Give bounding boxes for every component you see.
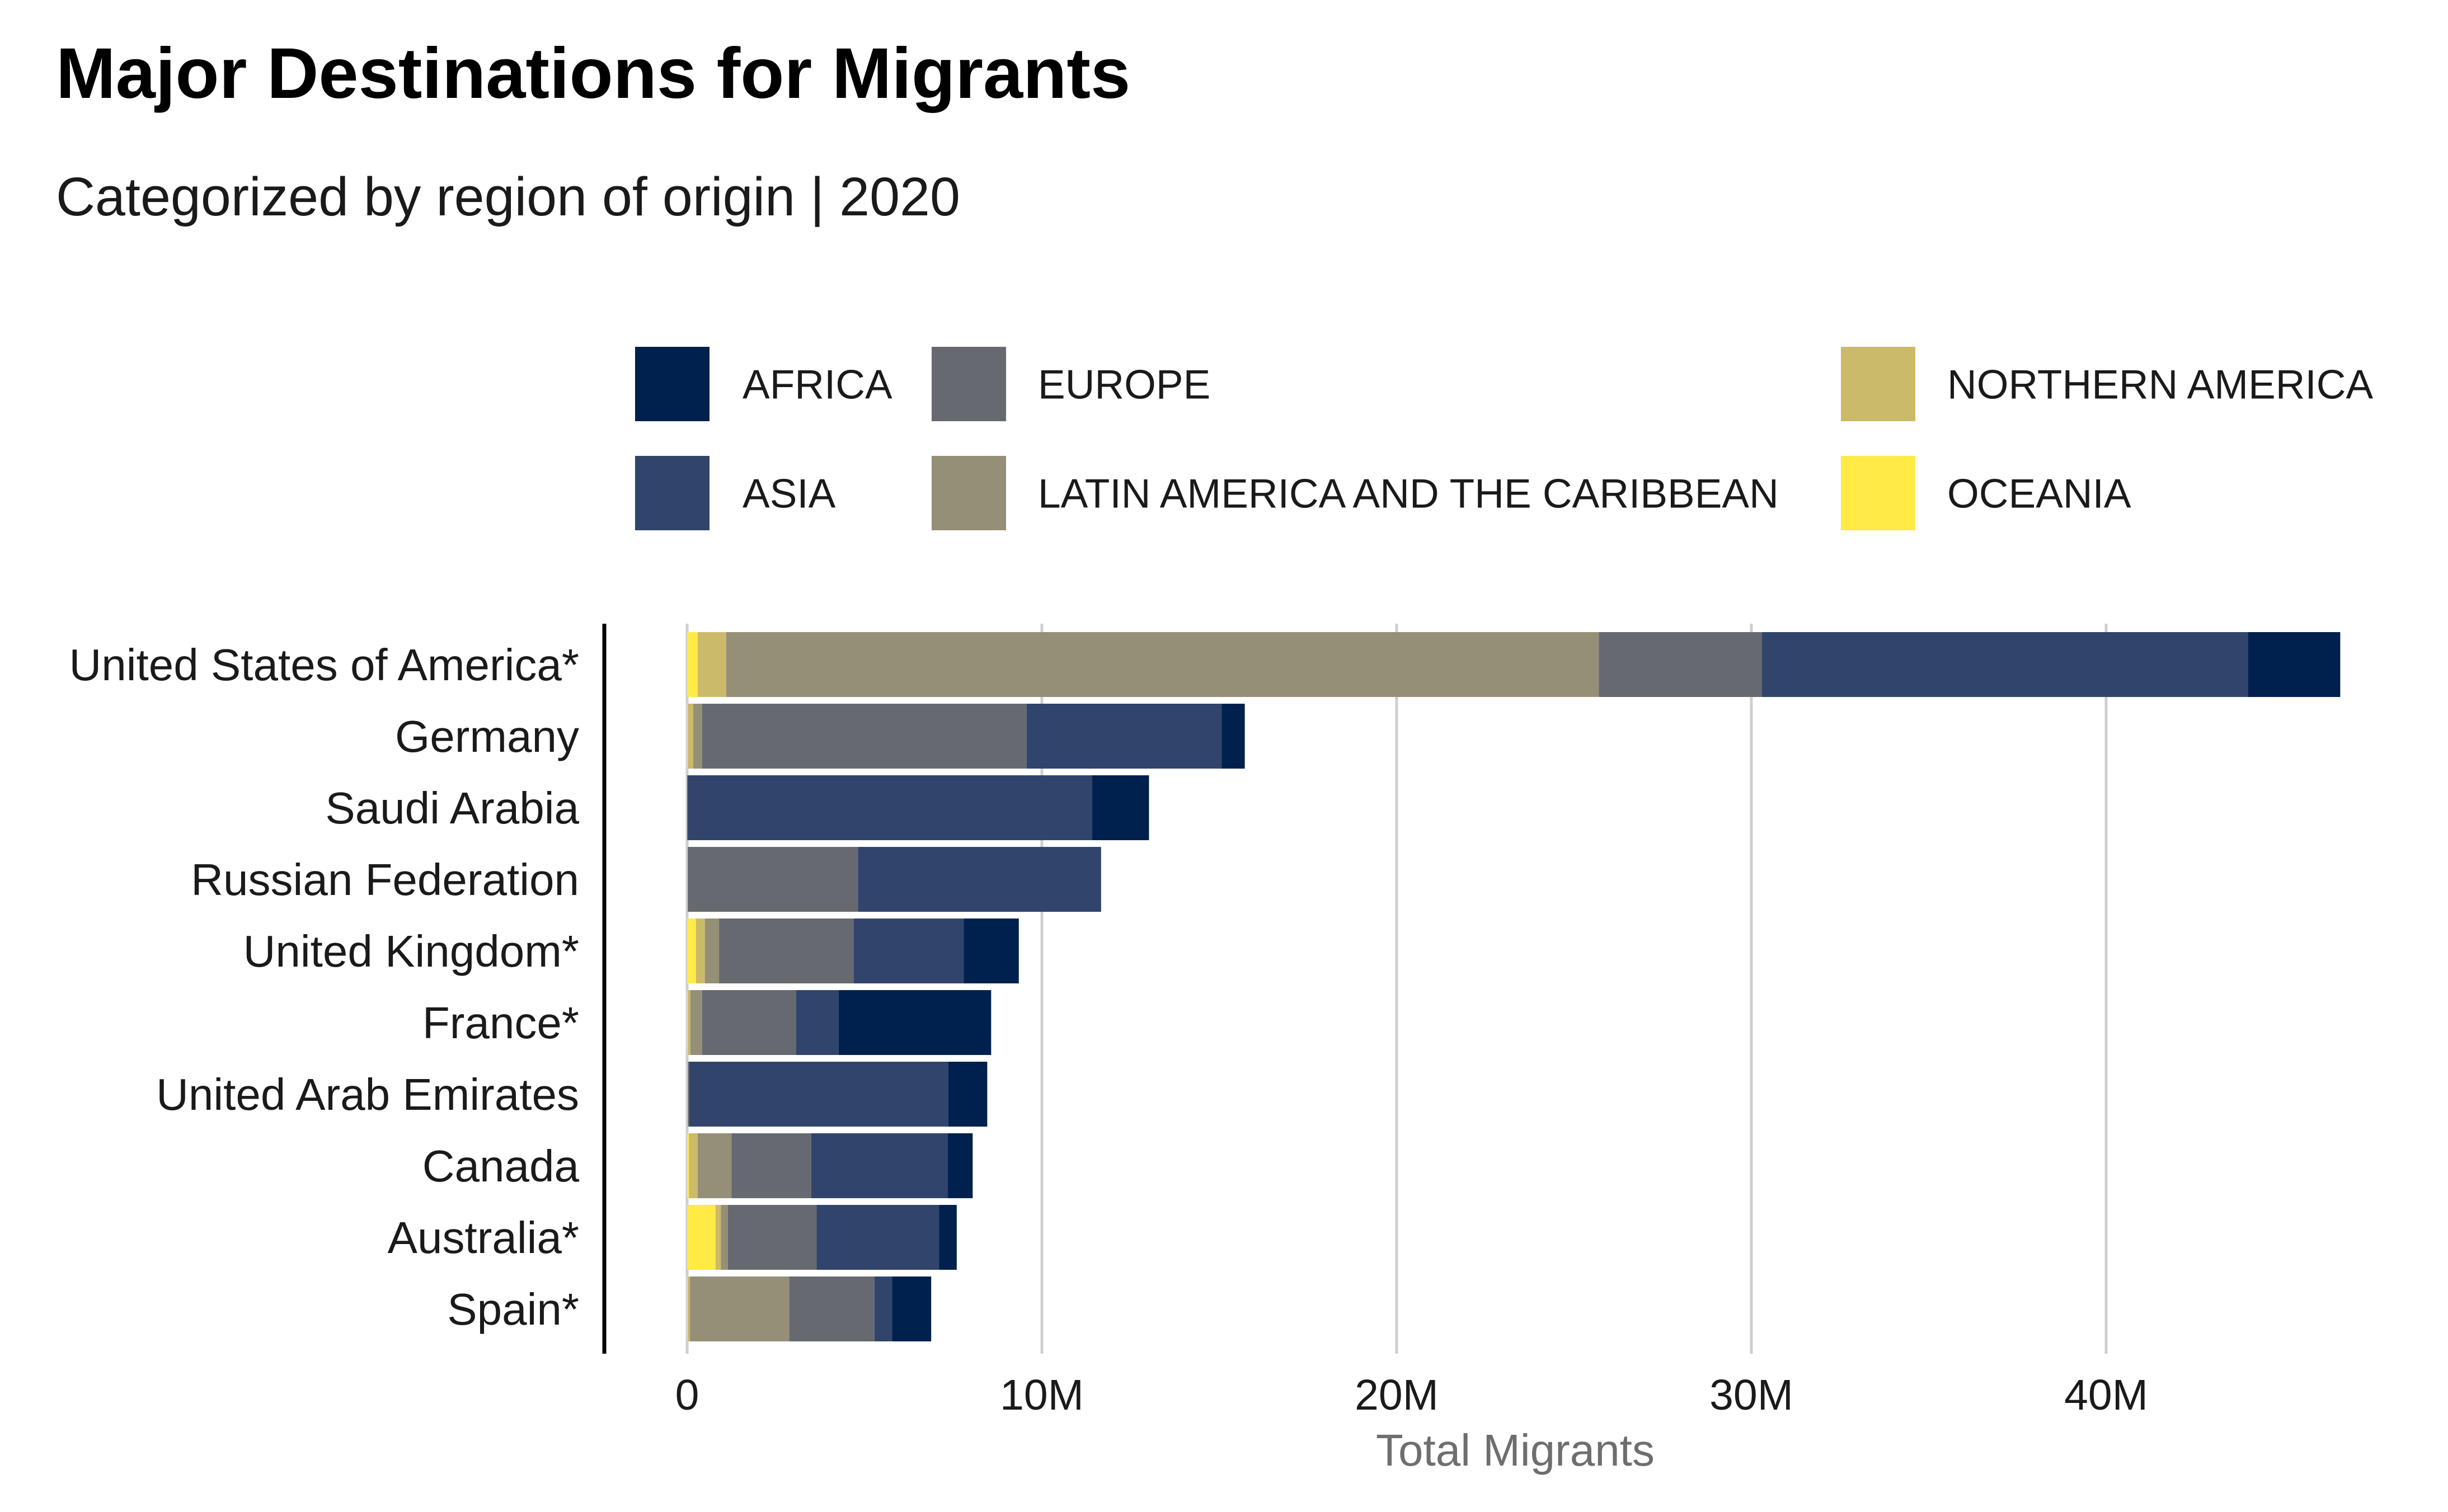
bar-segment: Canada — NORTHERN AMERICA [689,1133,698,1198]
bar-segment: Australia* — EUROPE [727,1205,817,1270]
bar-segment: Australia* — OCEANIA [687,1205,716,1270]
legend-label: LATIN AMERICA AND THE CARIBBEAN [1038,472,1779,517]
y-tick-label: Germany [395,712,579,761]
y-tick-label: Spain* [447,1284,579,1334]
legend-label: NORTHERN AMERICA [1947,362,2373,408]
bar-segment: Australia* — AFRICA [939,1205,957,1270]
legend-swatch [635,456,710,530]
x-tick-label: 30M [1709,1371,1793,1419]
bar-segment: Australia* — ASIA [816,1205,939,1270]
y-tick-label: Russian Federation [191,855,579,905]
bar-segment: United Arab Emirates — OCEANIA [687,1062,688,1127]
legend-label: EUROPE [1038,362,1210,408]
x-tick-label: 40M [2064,1371,2148,1419]
bar-segment: Russian Federation — OCEANIA [687,847,688,912]
bar-segment: Russian Federation — ASIA [858,847,1101,912]
bar-segment: Saudi Arabia — ASIA [688,775,1093,840]
legend-swatch [635,347,710,421]
legend-label: AFRICA [743,362,892,408]
x-tick-label: 10M [1000,1371,1084,1419]
x-axis-title: Total Migrants [1376,1425,1655,1475]
bar-segment: Spain* — EUROPE [789,1277,875,1341]
bar-segment: Spain* — AFRICA [892,1277,932,1341]
legend-label: OCEANIA [1947,472,2131,517]
x-tick-label: 20M [1355,1371,1439,1419]
chart-subtitle: Categorized by region of origin | 2020 [56,166,960,227]
bar-segment: Australia* — NORTHERN AMERICA [715,1205,721,1270]
bar-segment: United Kingdom* — EUROPE [719,918,854,983]
bar-segment: Saudi Arabia — EUROPE [687,775,688,840]
y-tick-label: United Kingdom* [243,926,579,976]
y-tick-label: United States of America* [69,640,579,690]
legend-swatch [932,347,1006,421]
bar-segment: United States of America* — AFRICA [2248,632,2341,697]
bars: United States of America* — OCEANIAUnite… [687,632,2341,1341]
legend-swatch [1841,456,1915,530]
bar-segment: United Arab Emirates — ASIA [689,1062,948,1127]
bar-segment: Canada — ASIA [811,1133,948,1198]
bar-segment: United States of America* — EUROPE [1599,632,1763,697]
bar-segment: United Kingdom* — AFRICA [964,918,1019,983]
chart-title: Major Destinations for Migrants [56,34,1130,114]
bar-segment: United States of America* — ASIA [1762,632,2248,697]
bar-segment: France* — ASIA [796,990,839,1055]
bar-segment: France* — EUROPE [702,990,796,1055]
bar-segment: Spain* — OCEANIA [687,1277,688,1341]
bar-segment: Germany — OCEANIA [687,704,688,769]
bar-segment: Germany — NORTHERN AMERICA [688,704,693,769]
bar-segment: Germany — ASIA [1026,704,1222,769]
bar-segment: Saudi Arabia — AFRICA [1092,775,1149,840]
bar-segment: Canada — LATIN AMERICA AND THE CARIBBEAN [698,1133,732,1198]
legend: AFRICA ASIA EUROPE LATIN AMERICA AND THE CA… [635,347,2373,530]
bar-segment: United States of America* — OCEANIA [687,632,698,697]
bar-segment: France* — LATIN AMERICA AND THE CARIBBEA… [690,990,702,1055]
bar-segment: Spain* — ASIA [874,1277,892,1341]
bar-segment: Canada — EUROPE [731,1133,811,1198]
bar-segment: United Arab Emirates — EUROPE [688,1062,689,1127]
bar-segment: Canada — OCEANIA [687,1133,689,1198]
y-axis-tick-labels: United States of America* Germany Saudi Ar… [69,640,579,1334]
bar-segment: Australia* — LATIN AMERICA AND THE CARIB… [721,1205,728,1270]
bar-segment: United Kingdom* — OCEANIA [687,918,696,983]
bar-segment: United States of America* — LATIN AMERIC… [726,632,1599,697]
bar-segment: Spain* — LATIN AMERICA AND THE CARIBBEAN [690,1277,790,1341]
y-tick-label: Australia* [388,1213,579,1263]
bar-segment: United Kingdom* — LATIN AMERICA AND THE … [704,918,720,983]
y-tick-label: United Arab Emirates [156,1070,579,1119]
bar-segment: Germany — LATIN AMERICA AND THE CARIBBEA… [693,704,702,769]
x-axis-tick-labels: 0 10M 20M 30M 40M [675,1371,2148,1419]
bar-segment: United Kingdom* — NORTHERN AMERICA [696,918,705,983]
legend-label: ASIA [743,472,836,517]
legend-swatch [1841,347,1915,421]
bar-segment: Canada — AFRICA [947,1133,973,1198]
bar-segment: Germany — AFRICA [1221,704,1245,769]
bar-segment: United Arab Emirates — AFRICA [948,1062,988,1127]
bar-segment: Germany — EUROPE [702,704,1027,769]
bar-segment: France* — OCEANIA [687,990,688,1055]
y-tick-label: France* [422,998,579,1048]
y-tick-label: Saudi Arabia [325,783,579,833]
legend-swatch [932,456,1006,530]
bar-segment: France* — NORTHERN AMERICA [688,990,690,1055]
x-tick-label: 0 [675,1371,699,1419]
bar-segment: United Kingdom* — ASIA [853,918,964,983]
bar-segment: United States of America* — NORTHERN AME… [698,632,726,697]
y-tick-label: Canada [422,1141,580,1191]
bar-segment: France* — AFRICA [838,990,992,1055]
bar-segment: Russian Federation — EUROPE [688,847,858,912]
bar-segment: Spain* — NORTHERN AMERICA [688,1277,690,1341]
